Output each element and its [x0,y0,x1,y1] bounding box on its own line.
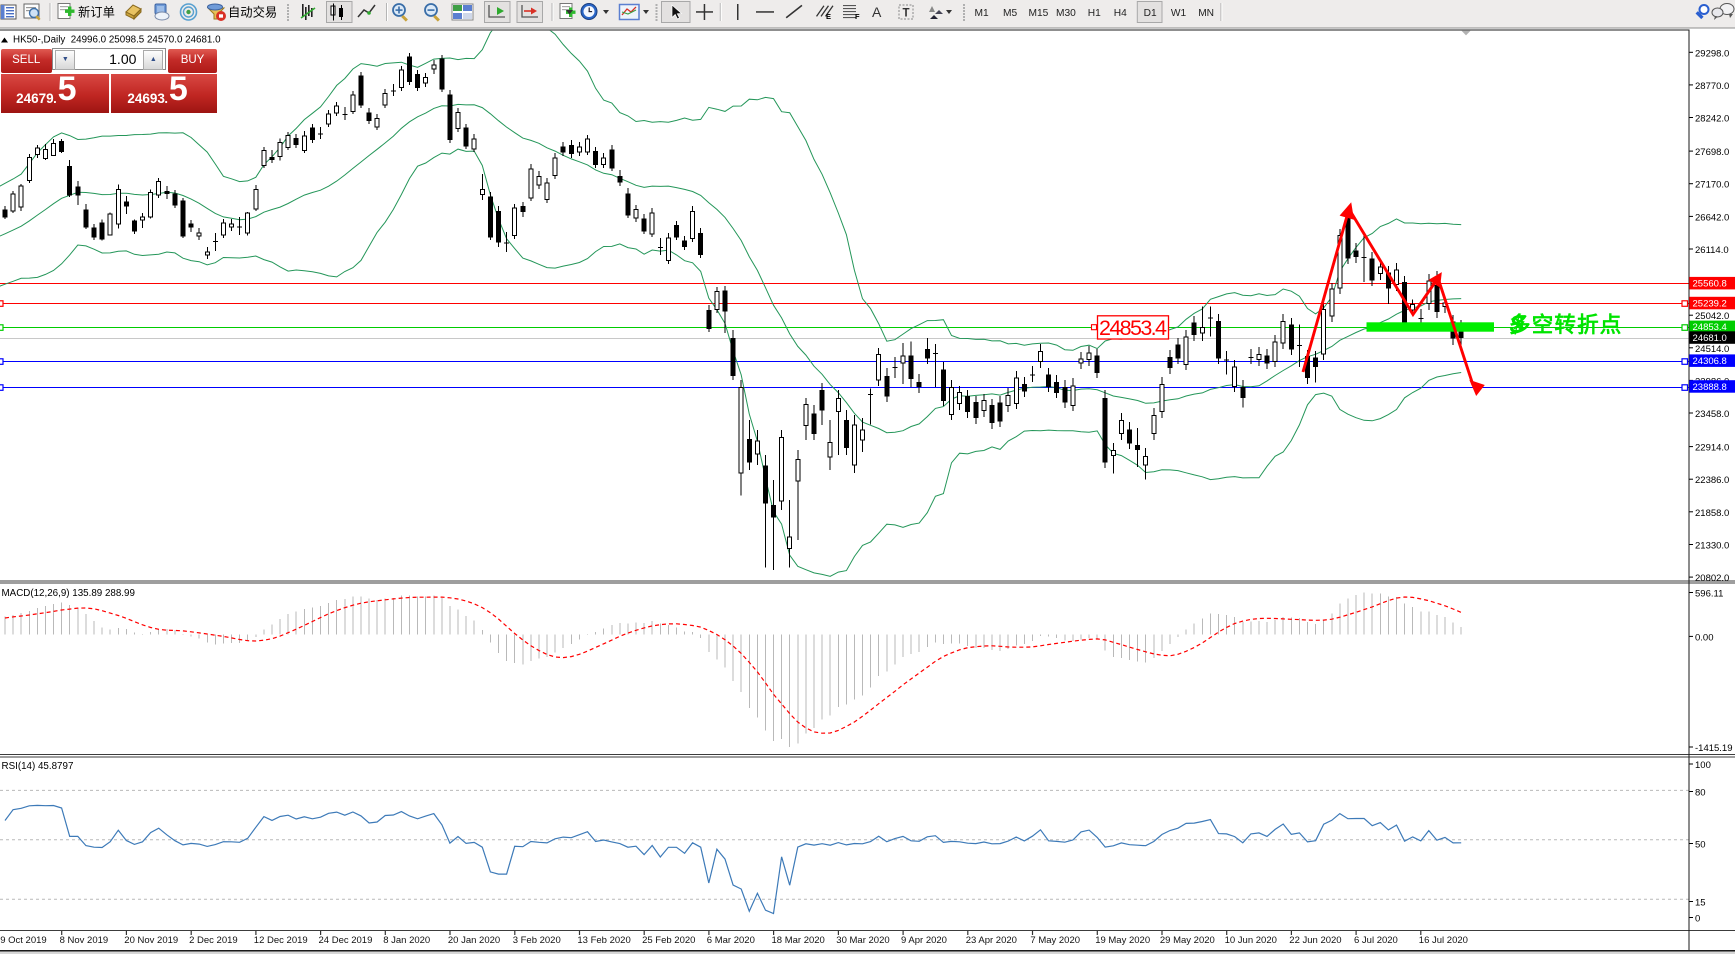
svg-text:28770.0: 28770.0 [1695,81,1729,92]
svg-text:100: 100 [1695,760,1711,771]
svg-text:10 Jun 2020: 10 Jun 2020 [1225,935,1277,946]
svg-text:24681.0: 24681.0 [1693,333,1727,344]
svg-text:28242.0: 28242.0 [1695,114,1729,125]
svg-text:MACD(12,26,9) 135.89 288.99: MACD(12,26,9) 135.89 288.99 [2,588,135,599]
svg-text:12 Dec 2019: 12 Dec 2019 [254,935,308,946]
svg-text:F: F [855,12,860,21]
svg-text:自动交易: 自动交易 [228,5,277,20]
svg-text:24514.0: 24514.0 [1695,344,1729,355]
svg-text:20802.0: 20802.0 [1695,573,1729,584]
svg-text:22914.0: 22914.0 [1695,443,1729,454]
svg-text:$: $ [1509,311,1525,339]
svg-text:24 Dec 2019: 24 Dec 2019 [319,935,373,946]
svg-text:8 Nov 2019: 8 Nov 2019 [60,935,109,946]
svg-text:15: 15 [1695,898,1706,909]
svg-text:多空转折点: 多空转折点 [1509,312,1623,337]
svg-text:HK50-,Daily 24996.0 25098.5 2: HK50-,Daily 24996.0 25098.5 24570.0 2468… [13,35,221,46]
svg-text:16 Jul 2020: 16 Jul 2020 [1419,935,1468,946]
svg-text:23 Apr 2020: 23 Apr 2020 [966,935,1017,946]
svg-text:23888.8: 23888.8 [1693,382,1727,393]
svg-text:新订单: 新订单 [78,5,115,20]
svg-text:M15: M15 [1029,8,1049,19]
svg-text:596.11: 596.11 [1695,589,1723,600]
svg-text:20 Nov 2019: 20 Nov 2019 [124,935,178,946]
svg-text:24853.4: 24853.4 [1099,316,1167,340]
svg-text:20 Jan 2020: 20 Jan 2020 [448,935,500,946]
svg-text:-1415.19: -1415.19 [1695,743,1733,754]
svg-text:H4: H4 [1114,8,1127,19]
svg-text:29 Oct 2019: 29 Oct 2019 [0,935,47,946]
svg-text:18 Mar 2020: 18 Mar 2020 [772,935,825,946]
svg-text:30 Mar 2020: 30 Mar 2020 [836,935,889,946]
svg-text:21330.0: 21330.0 [1695,541,1729,552]
svg-text:80: 80 [1695,788,1706,799]
svg-text:23458.0: 23458.0 [1695,409,1729,420]
svg-text:29 May 2020: 29 May 2020 [1160,935,1215,946]
svg-text:6 Mar 2020: 6 Mar 2020 [707,935,755,946]
svg-text:8 Jan 2020: 8 Jan 2020 [383,935,430,946]
svg-text:22 Jun 2020: 22 Jun 2020 [1289,935,1341,946]
svg-text:25239.2: 25239.2 [1693,298,1727,309]
svg-text:M5: M5 [1003,8,1017,19]
svg-text:T: T [903,8,910,20]
svg-text:27170.0: 27170.0 [1695,180,1729,191]
svg-text:D1: D1 [1144,8,1157,19]
svg-text:19 May 2020: 19 May 2020 [1095,935,1150,946]
svg-text:M1: M1 [975,8,989,19]
svg-text:27698.0: 27698.0 [1695,147,1729,158]
svg-text:M30: M30 [1056,8,1076,19]
svg-text:2 Dec 2019: 2 Dec 2019 [189,935,238,946]
svg-text:7 May 2020: 7 May 2020 [1030,935,1080,946]
svg-text:W1: W1 [1171,8,1187,19]
svg-text:13 Feb 2020: 13 Feb 2020 [577,935,630,946]
svg-text:MN: MN [1198,8,1214,19]
svg-text:RSI(14) 45.8797: RSI(14) 45.8797 [2,761,74,772]
svg-text:6 Jul 2020: 6 Jul 2020 [1354,935,1398,946]
svg-text:24853.4: 24853.4 [1693,322,1727,333]
svg-text:A: A [872,4,882,20]
svg-text:21858.0: 21858.0 [1695,508,1729,519]
svg-text:25 Feb 2020: 25 Feb 2020 [642,935,695,946]
svg-text:22386.0: 22386.0 [1695,475,1729,486]
svg-text:25560.8: 25560.8 [1693,279,1727,290]
svg-text:24306.8: 24306.8 [1693,356,1727,367]
svg-text:3 Feb 2020: 3 Feb 2020 [513,935,561,946]
svg-text:H1: H1 [1088,8,1101,19]
svg-text:E: E [826,12,831,21]
svg-text:0: 0 [1695,914,1700,925]
svg-text:50: 50 [1695,840,1706,851]
svg-text:25042.0: 25042.0 [1695,311,1729,322]
svg-text:0.00: 0.00 [1695,632,1714,643]
svg-text:9 Apr 2020: 9 Apr 2020 [901,935,947,946]
svg-text:26114.0: 26114.0 [1695,245,1729,256]
svg-text:29298.0: 29298.0 [1695,48,1729,59]
svg-text:26642.0: 26642.0 [1695,212,1729,223]
